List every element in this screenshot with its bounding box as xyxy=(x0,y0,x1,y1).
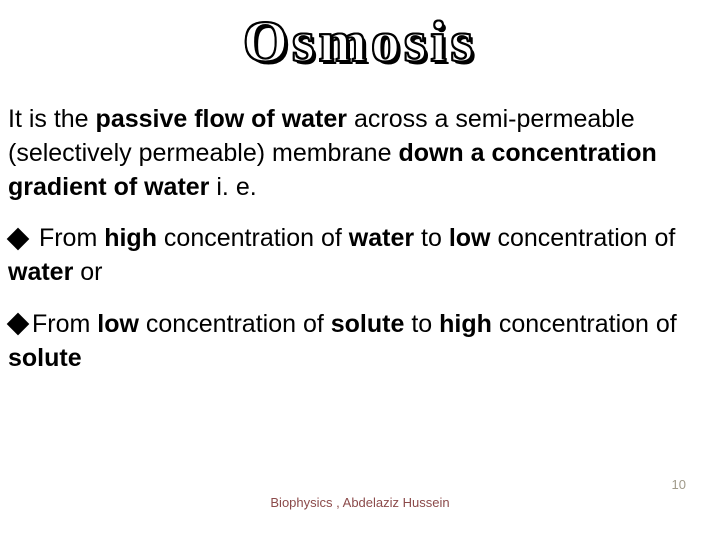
diamond-bullet-icon xyxy=(7,227,30,250)
paragraph-definition: It is the passive flow of water across a… xyxy=(8,103,712,204)
bullet-low-to-high-solute: From low concentration of solute to high… xyxy=(8,308,712,376)
page-number: 10 xyxy=(672,477,686,492)
text-run: to xyxy=(414,224,449,252)
text-run: concentration of xyxy=(157,224,349,252)
footer-text: Biophysics , Abdelaziz Hussein xyxy=(270,495,449,510)
bold-run: solute xyxy=(8,344,82,372)
slide-footer: Biophysics , Abdelaziz Hussein xyxy=(0,494,720,512)
text-run: i. e. xyxy=(209,173,256,201)
slide: Osmosis It is the passive flow of water … xyxy=(0,0,720,540)
bold-run: high xyxy=(104,224,157,252)
text-run: to xyxy=(404,310,439,338)
slide-title: Osmosis xyxy=(243,8,477,75)
text-run: From xyxy=(32,310,97,338)
bold-run: water xyxy=(8,258,73,286)
diamond-bullet-icon xyxy=(7,313,30,336)
bold-run: high xyxy=(439,310,492,338)
text-run: concentration of xyxy=(491,224,676,252)
bold-run: passive flow of water xyxy=(96,105,347,133)
slide-body: It is the passive flow of water across a… xyxy=(0,75,720,375)
text-run: It is the xyxy=(8,105,96,133)
bullet-high-to-low-water: From high concentration of water to low … xyxy=(8,222,712,290)
bold-run: low xyxy=(97,310,139,338)
text-run: concentration of xyxy=(492,310,677,338)
text-run: or xyxy=(73,258,102,286)
text-run: concentration of xyxy=(139,310,331,338)
bold-run: water xyxy=(349,224,414,252)
bold-run: low xyxy=(449,224,491,252)
text-run: From xyxy=(32,224,104,252)
title-container: Osmosis xyxy=(0,0,720,75)
bold-run: solute xyxy=(331,310,405,338)
